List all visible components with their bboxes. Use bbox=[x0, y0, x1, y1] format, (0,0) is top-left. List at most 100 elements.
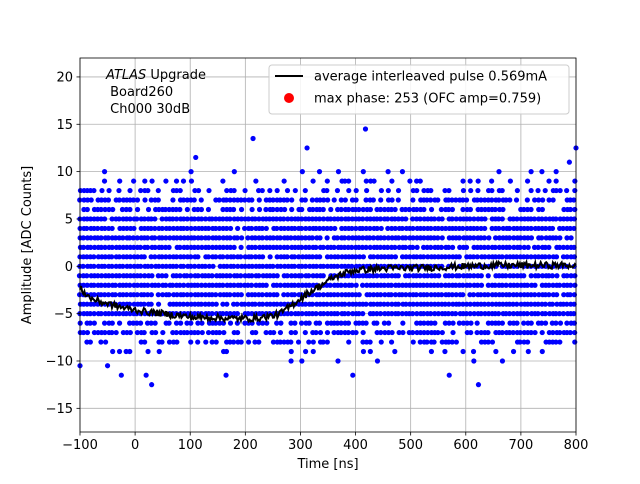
sample-point bbox=[173, 263, 180, 269]
sample-point bbox=[263, 206, 269, 213]
sample-point bbox=[282, 206, 288, 213]
sample-point bbox=[209, 273, 215, 279]
sample-point bbox=[467, 282, 473, 288]
sample-point bbox=[385, 301, 391, 307]
sample-point bbox=[238, 282, 244, 288]
sample-point bbox=[98, 292, 104, 298]
sample-point bbox=[417, 216, 423, 222]
sample-point bbox=[159, 235, 165, 241]
sample-point bbox=[561, 216, 567, 222]
sample-point bbox=[341, 235, 348, 241]
sample-point bbox=[499, 187, 505, 194]
sample-point bbox=[346, 339, 352, 345]
sample-point bbox=[260, 254, 266, 260]
sample-point bbox=[410, 311, 416, 317]
sample-point bbox=[564, 273, 570, 279]
sample-point bbox=[395, 187, 402, 194]
sample-point bbox=[206, 187, 212, 194]
sample-point bbox=[561, 292, 567, 298]
sample-point bbox=[99, 273, 105, 279]
sample-point bbox=[231, 254, 237, 260]
sample-point bbox=[148, 263, 155, 269]
sample-point bbox=[349, 244, 355, 250]
sample-point bbox=[446, 301, 452, 307]
sample-point bbox=[385, 235, 391, 241]
sample-point bbox=[467, 292, 473, 298]
sample-outlier bbox=[350, 372, 356, 378]
sample-point bbox=[460, 320, 467, 326]
sample-point bbox=[313, 329, 319, 336]
sample-point bbox=[499, 282, 505, 288]
sample-point bbox=[428, 292, 434, 298]
sample-point bbox=[206, 263, 212, 269]
sample-point bbox=[514, 225, 520, 232]
sample-point bbox=[345, 273, 352, 279]
sample-point bbox=[482, 216, 488, 222]
sample-point bbox=[553, 187, 559, 194]
sample-point bbox=[259, 235, 266, 241]
sample-point bbox=[131, 225, 137, 232]
sample-point bbox=[453, 216, 459, 222]
sample-point bbox=[205, 329, 212, 336]
sample-point bbox=[231, 197, 237, 203]
sample-point bbox=[281, 292, 287, 298]
sample-point bbox=[195, 273, 201, 279]
sample-point bbox=[500, 244, 506, 250]
plot-frame bbox=[79, 57, 577, 433]
sample-point bbox=[428, 206, 435, 213]
sample-point bbox=[449, 216, 455, 222]
sample-point bbox=[202, 292, 209, 298]
sample-point bbox=[439, 339, 445, 345]
sample-point bbox=[245, 311, 251, 317]
sample-point bbox=[425, 254, 431, 260]
sample-point bbox=[216, 235, 222, 241]
sample-point bbox=[106, 273, 112, 279]
sample-point bbox=[532, 282, 538, 288]
sample-point bbox=[163, 235, 169, 241]
annotation-board: Board260 bbox=[106, 85, 173, 100]
sample-point bbox=[478, 273, 484, 279]
sample-point bbox=[116, 311, 122, 317]
sample-point bbox=[227, 292, 233, 298]
sample-point bbox=[209, 282, 216, 288]
sample-point bbox=[177, 235, 184, 241]
sample-point bbox=[359, 282, 366, 288]
sample-point bbox=[449, 292, 455, 298]
sample-point bbox=[553, 339, 559, 345]
sample-point bbox=[205, 225, 212, 232]
sample-point bbox=[116, 273, 123, 279]
sample-point bbox=[192, 187, 198, 194]
sample-point bbox=[539, 329, 545, 336]
sample-point bbox=[109, 311, 115, 317]
sample-point bbox=[205, 254, 212, 260]
sample-point bbox=[270, 206, 276, 213]
sample-point bbox=[113, 329, 119, 336]
sample-point bbox=[213, 225, 219, 232]
sample-point bbox=[195, 339, 201, 345]
sample-point bbox=[421, 225, 427, 232]
sample-point bbox=[149, 273, 155, 279]
sample-point bbox=[263, 225, 269, 232]
sample-point bbox=[381, 206, 388, 213]
sample-point bbox=[156, 206, 162, 213]
sample-point bbox=[80, 244, 87, 250]
sample-point bbox=[382, 329, 388, 336]
sample-point bbox=[539, 235, 545, 241]
sample-point bbox=[80, 235, 87, 241]
sample-point bbox=[439, 225, 445, 232]
annotation-line1: ATLAS Upgrade bbox=[105, 68, 206, 83]
sample-point bbox=[156, 263, 162, 269]
x-tick-label: 300 bbox=[288, 438, 313, 453]
sample-point bbox=[173, 187, 180, 194]
sample-point bbox=[199, 329, 205, 336]
sample-point bbox=[543, 216, 549, 222]
sample-point bbox=[76, 292, 83, 298]
sample-point bbox=[428, 187, 434, 194]
sample-point bbox=[238, 197, 244, 203]
sample-point bbox=[234, 235, 240, 241]
sample-point bbox=[557, 244, 563, 250]
sample-point bbox=[532, 329, 538, 336]
sample-point bbox=[203, 339, 209, 345]
sample-point bbox=[102, 282, 108, 288]
sample-point bbox=[299, 358, 305, 364]
